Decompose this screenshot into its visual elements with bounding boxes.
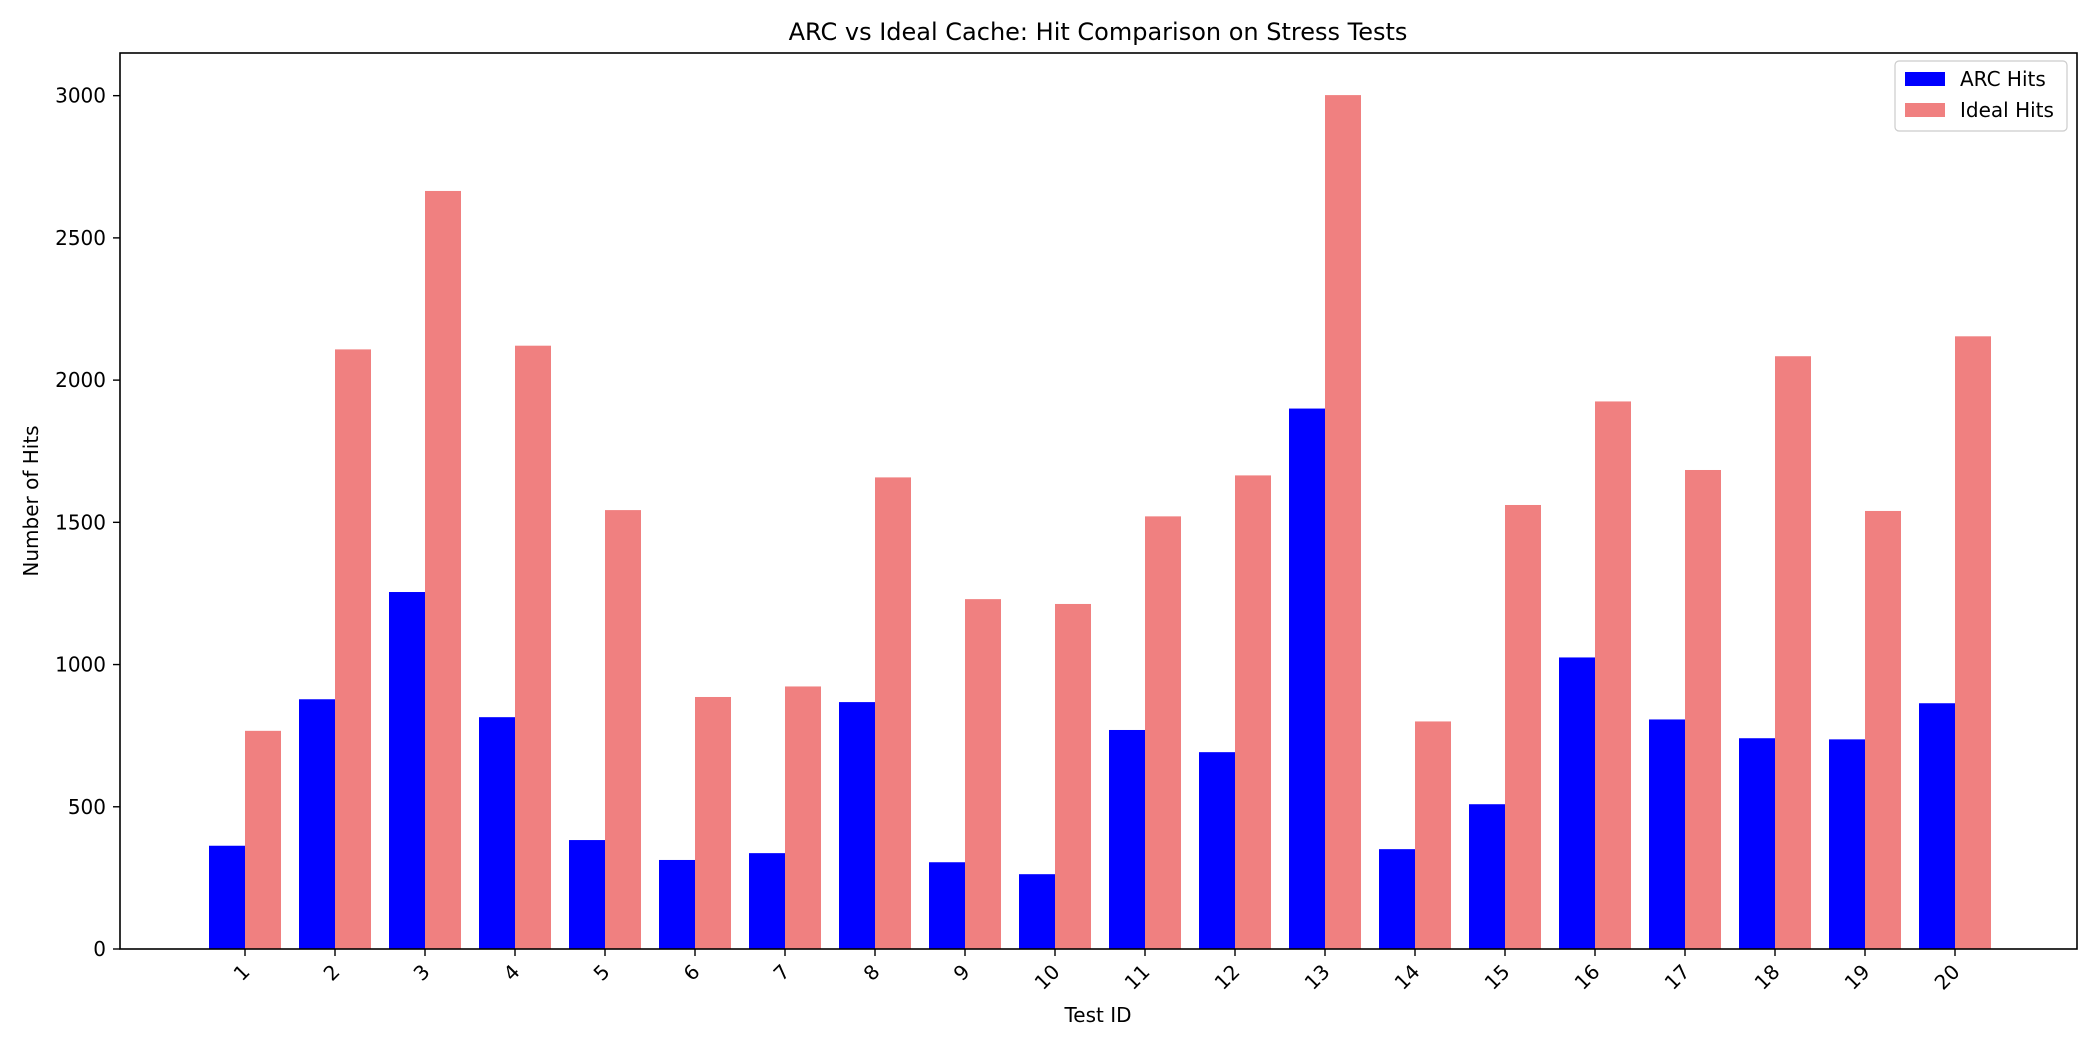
arc-hits-bar: [839, 702, 875, 949]
y-axis: 0 500 1000 1500 2000 2500 3000: [55, 84, 120, 961]
y-tick-label: 2500: [55, 226, 106, 250]
y-tick-label: 3000: [55, 84, 106, 108]
arc-hits-bar: [1289, 408, 1325, 949]
y-tick-label: 2000: [55, 368, 106, 392]
x-tick-label: 1: [229, 960, 255, 986]
ideal-hits-bar: [1595, 401, 1631, 949]
ideal-hits-bar: [425, 190, 461, 949]
x-tick-label: 16: [1570, 960, 1605, 995]
x-tick-label: 20: [1930, 960, 1965, 995]
x-tick-label: 6: [679, 960, 705, 986]
ideal-hits-bar: [1415, 721, 1451, 949]
arc-hits-bar: [1019, 874, 1055, 949]
ideal-hits-bar: [1685, 469, 1721, 949]
x-tick-label: 9: [949, 960, 975, 986]
chart-title: ARC vs Ideal Cache: Hit Comparison on St…: [789, 18, 1408, 46]
arc-hits-bar: [479, 717, 515, 949]
ideal-hits-bar: [1235, 475, 1271, 949]
ideal-hits-bar: [1145, 516, 1181, 949]
arc-hits-bar: [929, 862, 965, 949]
legend-label: Ideal Hits: [1960, 98, 2054, 122]
y-axis-label: Number of Hits: [19, 425, 43, 576]
ideal-hits-bar: [965, 599, 1001, 949]
arc-hits-bar: [659, 859, 695, 949]
arc-hits-bar: [1469, 804, 1505, 949]
arc-hits-bar: [1829, 739, 1865, 949]
legend: ARC Hits Ideal Hits: [1894, 60, 2068, 132]
x-tick-label: 7: [769, 960, 795, 986]
ideal-hits-bar: [605, 510, 641, 949]
legend-label: ARC Hits: [1960, 67, 2046, 91]
x-tick-label: 19: [1840, 960, 1875, 995]
arc-hits-bar: [1379, 849, 1415, 949]
arc-hits-bar: [1739, 738, 1775, 949]
x-axis: 1 2 3 4 5 6 7 8 9 10 11 12 13 14 15 16 17 18 19 20: [229, 949, 1965, 995]
arc-hits-bar: [1649, 719, 1685, 949]
ideal-hits-bar: [335, 349, 371, 949]
x-tick-label: 14: [1390, 960, 1425, 995]
x-tick-label: 3: [409, 960, 435, 986]
x-tick-label: 8: [859, 960, 885, 986]
x-tick-label: 18: [1750, 960, 1785, 995]
x-tick-label: 5: [589, 960, 615, 986]
ideal-hits-bar: [875, 477, 911, 949]
ideal-hits-bar: [695, 696, 731, 949]
ideal-hits-bar: [1775, 356, 1811, 949]
ideal-hits-bar: [515, 345, 551, 949]
x-tick-label: 11: [1120, 960, 1155, 995]
x-tick-label: 17: [1660, 960, 1695, 995]
y-tick-label: 0: [93, 937, 106, 961]
arc-hits-bar: [1109, 729, 1145, 949]
arc-hits-bar: [749, 853, 785, 949]
arc-hits-bar: [389, 592, 425, 949]
ideal-hits-bar: [1505, 504, 1541, 949]
ideal-hits-bar: [1865, 510, 1901, 949]
arc-hits-bar: [1199, 752, 1235, 949]
arc-hits-bar: [569, 840, 605, 949]
y-tick-label: 1500: [55, 510, 106, 534]
plot-frame: [119, 52, 2078, 950]
y-tick-label: 500: [68, 795, 106, 819]
x-tick-label: 12: [1210, 960, 1245, 995]
ideal-hits-bar: [1325, 95, 1361, 949]
ideal-hits-bar: [245, 730, 281, 949]
x-tick-label: 2: [319, 960, 345, 986]
x-axis-label: Test ID: [1063, 1003, 1131, 1027]
arc-hits-bar: [1559, 657, 1595, 949]
arc-hits-bar: [209, 845, 245, 949]
legend-swatch: [1905, 72, 1945, 86]
x-tick-label: 4: [499, 960, 525, 986]
y-tick-label: 1000: [55, 653, 106, 677]
ideal-hits-bar: [785, 686, 821, 949]
x-tick-label: 15: [1480, 960, 1515, 995]
x-tick-label: 10: [1030, 960, 1065, 995]
ideal-hits-bar: [1955, 336, 1991, 950]
ideal-hits-bar: [1055, 603, 1091, 949]
legend-swatch: [1905, 103, 1945, 117]
x-tick-label: 13: [1300, 960, 1335, 995]
arc-hits-bar: [299, 699, 335, 949]
arc-hits-bar: [1919, 703, 1955, 949]
bars: [209, 95, 1991, 950]
